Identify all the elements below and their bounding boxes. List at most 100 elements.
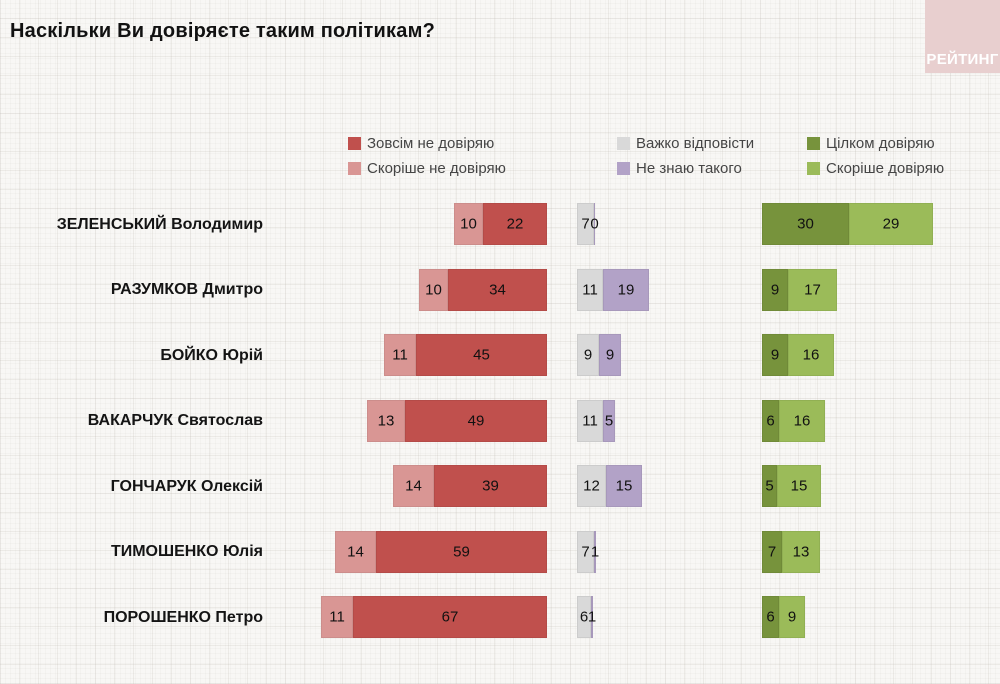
chart-row: ЗЕЛЕНСЬКИЙ Володимир 10 22 7 0 30 29 xyxy=(0,192,1000,258)
chart-row: РАЗУМКОВ Дмитро 10 34 11 19 9 17 xyxy=(0,258,1000,324)
chart-row: ПОРОШЕНКО Петро 11 67 6 1 6 9 xyxy=(0,585,1000,651)
rather-distrust-swatch-icon xyxy=(348,162,361,175)
bar-group-neg: 14 59 xyxy=(335,530,547,573)
legend-item-completely-distrust: Зовсім не довіряю xyxy=(348,131,506,156)
bar-segment-rather-trust: 9 xyxy=(779,596,805,638)
bar-group-neg: 10 34 xyxy=(419,268,547,311)
bar-segment-rather-distrust: 10 xyxy=(419,268,448,311)
bar-value-label: 14 xyxy=(405,477,422,495)
bar-value-label: 22 xyxy=(506,215,524,233)
bar-segment-rather-trust: 16 xyxy=(779,399,825,442)
bar-value-label: 6 xyxy=(766,412,775,429)
bar-value-label: 13 xyxy=(377,412,395,429)
legend-item-dont-know: Не знаю такого xyxy=(617,156,754,181)
legend-column: Зовсім не довіряю Скоріше не довіряю xyxy=(348,131,506,181)
rating-logo-text: РЕЙТИНГ xyxy=(926,51,999,68)
politician-name: ЗЕЛЕНСЬКИЙ Володимир xyxy=(56,215,263,233)
bar-value-label: 6 xyxy=(579,608,589,626)
bar-group-pos: 9 17 xyxy=(762,268,837,311)
legend-label: Важко відповісти xyxy=(636,135,755,152)
bar-segment-rather-distrust: 11 xyxy=(384,334,416,376)
legend-item-completely-trust: Цілком довіряю xyxy=(807,131,944,156)
bar-segment-dont-know: 1 xyxy=(590,530,600,573)
legend-item-hard-to-answer: Важко відповісти xyxy=(617,131,754,156)
bar-value-label: 5 xyxy=(765,477,774,495)
bar-value-label: 11 xyxy=(582,281,598,298)
bar-segment-completely-trust: 7 xyxy=(762,530,782,573)
legend-item-rather-distrust: Скоріше не довіряю xyxy=(348,156,506,181)
bar-value-label: 11 xyxy=(329,608,345,626)
bar-segment-rather-distrust: 14 xyxy=(393,465,434,507)
legend-label: Скоріше довіряю xyxy=(826,160,945,177)
dont-know-swatch-icon xyxy=(617,162,630,175)
bar-group-pos: 7 13 xyxy=(762,530,820,573)
bar-segment-dont-know: 9 xyxy=(599,334,621,376)
politician-name: ГОНЧАРУК Олексій xyxy=(110,477,263,495)
bar-value-label: 1 xyxy=(587,608,597,626)
bar-value-label: 15 xyxy=(615,477,633,495)
bar-segment-completely-trust: 30 xyxy=(762,203,849,245)
bar-segment-rather-trust: 16 xyxy=(788,334,834,376)
bar-segment-completely-trust: 5 xyxy=(762,465,777,507)
bar-group-neg: 14 39 xyxy=(393,465,547,507)
bar-group-mid: 11 5 xyxy=(577,399,615,442)
bar-value-label: 67 xyxy=(441,608,459,626)
bar-value-label: 7 xyxy=(581,543,590,560)
chart-row: ВАКАРЧУК Святослав 13 49 11 5 6 16 xyxy=(0,389,1000,455)
bar-segment-completely-trust: 6 xyxy=(762,596,779,638)
bar-group-pos: 9 16 xyxy=(762,334,834,376)
bar-segment-completely-trust: 6 xyxy=(762,399,779,442)
chart-row: ГОНЧАРУК Олексій 14 39 12 15 5 15 xyxy=(0,454,1000,520)
bar-segment-hard-to-answer: 6 xyxy=(577,596,591,638)
bar-value-label: 7 xyxy=(767,543,777,560)
politician-name: БОЙКО Юрій xyxy=(160,346,263,364)
bar-segment-rather-distrust: 11 xyxy=(321,596,353,638)
bar-value-label: 39 xyxy=(482,477,499,495)
bar-value-label: 59 xyxy=(453,543,470,560)
bar-value-label: 9 xyxy=(770,346,780,364)
bar-group-neg: 11 45 xyxy=(384,334,547,376)
bar-segment-hard-to-answer: 7 xyxy=(577,530,594,573)
rather-trust-swatch-icon xyxy=(807,162,820,175)
bar-segment-dont-know: 5 xyxy=(603,399,615,442)
bar-group-neg: 10 22 xyxy=(454,203,547,245)
bar-value-label: 49 xyxy=(467,412,485,429)
chart-row: БОЙКО Юрій 11 45 9 9 9 16 xyxy=(0,323,1000,389)
bar-value-label: 30 xyxy=(797,215,814,233)
bar-segment-completely-trust: 9 xyxy=(762,268,788,311)
bar-group-mid: 11 19 xyxy=(577,268,649,311)
bar-value-label: 34 xyxy=(489,281,506,298)
chart-title: Наскільки Ви довіряєте таким політикам? xyxy=(10,20,435,42)
legend-column: Цілком довіряю Скоріше довіряю xyxy=(807,131,944,181)
bar-value-label: 10 xyxy=(425,281,442,298)
bar-value-label: 12 xyxy=(583,477,600,495)
politician-name: ПОРОШЕНКО Петро xyxy=(103,608,263,626)
bar-segment-completely-trust: 9 xyxy=(762,334,788,376)
politician-name: РАЗУМКОВ Дмитро xyxy=(110,281,263,299)
bar-segment-rather-trust: 29 xyxy=(849,203,933,245)
legend-column: Важко відповісти Не знаю такого xyxy=(617,131,754,181)
bar-segment-rather-trust: 13 xyxy=(782,530,820,573)
bar-segment-dont-know: 15 xyxy=(606,465,642,507)
bar-value-label: 1 xyxy=(590,543,600,560)
bar-value-label: 15 xyxy=(790,477,808,495)
bar-value-label: 45 xyxy=(473,346,490,364)
bar-value-label: 19 xyxy=(617,281,635,298)
bar-segment-hard-to-answer: 11 xyxy=(577,268,603,311)
bar-segment-dont-know: 0 xyxy=(590,203,599,245)
bar-segment-completely-distrust: 39 xyxy=(434,465,547,507)
bar-value-label: 17 xyxy=(804,281,821,298)
completely-trust-swatch-icon xyxy=(807,137,820,150)
legend-label: Цілком довіряю xyxy=(826,135,935,152)
bar-value-label: 13 xyxy=(792,543,810,560)
bar-value-label: 14 xyxy=(347,543,364,560)
bar-segment-rather-trust: 15 xyxy=(777,465,821,507)
bar-group-pos: 6 16 xyxy=(762,399,825,442)
bar-value-label: 0 xyxy=(590,215,599,233)
